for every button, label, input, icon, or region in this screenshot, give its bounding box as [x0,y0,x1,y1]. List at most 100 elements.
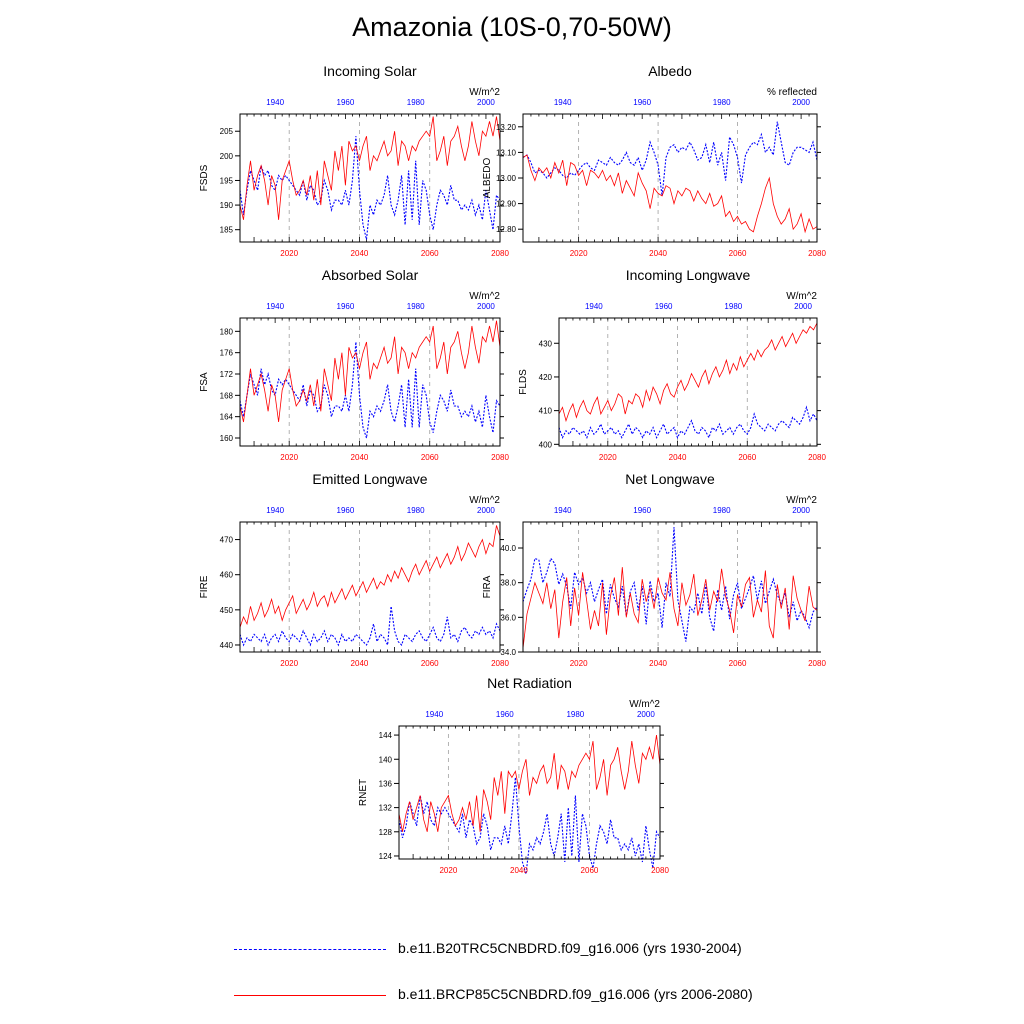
series-line-historical [239,136,501,240]
x-tick-label-top: 1980 [407,506,425,515]
y-tick-label: 36.0 [500,613,516,622]
x-tick-label-bottom: 2060 [421,659,439,668]
x-tick-label-top: 2000 [792,98,810,107]
x-tick-label-bottom: 2060 [729,659,747,668]
x-tick-label-top: 1980 [407,302,425,311]
y-tick-label: 460 [220,571,234,580]
y-tick-label: 400 [539,440,553,449]
y-axis-label: FIRE [199,575,210,598]
y-tick-label: 172 [220,370,234,379]
x-tick-label-top: 1980 [713,98,731,107]
chart-title: Net Longwave [625,471,715,487]
chart-title: Incoming Solar [323,63,417,79]
series-line-future [239,116,501,220]
y-tick-label: 190 [220,201,234,210]
y-tick-label: 164 [220,413,234,422]
plot-frame [239,521,501,653]
y-tick-label: 420 [539,373,553,382]
x-tick-label-top: 1980 [713,506,731,515]
x-tick-label-bottom: 2060 [738,453,756,462]
y-tick-label: 12.90 [496,200,517,209]
y-tick-label: 440 [220,641,234,650]
x-tick-label-bottom: 2040 [351,659,369,668]
chart-flds: Incoming Longwave W/m^2 400 410 420 430 FLDS 20… [518,267,826,462]
y-axis-label: FSDS [199,164,210,191]
y-tick-label: 132 [379,804,393,813]
plot-frame [522,113,818,243]
y-axis-label: FLDS [518,369,529,395]
x-tick-label-bottom: 2060 [421,453,439,462]
x-tick-label-top: 1980 [724,302,742,311]
x-tick-label-top: 1960 [337,302,355,311]
x-tick-label-bottom: 2060 [421,249,439,258]
x-tick-label-top: 2000 [637,710,655,719]
y-tick-label: 124 [379,852,393,861]
y-axis-label: FIRA [482,575,493,598]
units-label: W/m^2 [469,87,500,98]
y-tick-label: 168 [220,391,234,400]
series-line-future [522,154,818,234]
units-label: W/m^2 [469,291,500,302]
y-tick-label: 128 [379,828,393,837]
units-label: W/m^2 [629,699,660,710]
x-tick-label-top: 1940 [554,506,572,515]
y-tick-label: 205 [220,127,234,136]
y-tick-label: 450 [220,606,234,615]
x-tick-label-bottom: 2020 [570,659,588,668]
y-tick-label: 470 [220,536,234,545]
x-tick-label-top: 2000 [792,506,810,515]
x-tick-label-top: 1940 [266,302,284,311]
x-tick-label-bottom: 2080 [491,249,509,258]
series-line-historical [398,777,661,875]
x-tick-label-top: 1980 [407,98,425,107]
y-axis-label: RNET [358,779,369,806]
x-tick-label-top: 1960 [633,506,651,515]
y-tick-label: 180 [220,327,234,336]
series-line-historical [558,405,818,440]
x-tick-label-bottom: 2020 [280,453,298,462]
chart-fsa: Absorbed Solar W/m^2 160 164 168 172 176 180 FSA… [199,267,509,462]
x-tick-label-bottom: 2040 [351,453,369,462]
y-tick-label: 34.0 [500,648,516,657]
series-line-future [239,525,501,628]
x-tick-label-bottom: 2020 [280,249,298,258]
y-tick-label: 13.00 [496,174,517,183]
series-line-future [239,320,501,423]
x-tick-label-bottom: 2020 [599,453,617,462]
chart-title: Absorbed Solar [322,267,419,283]
x-tick-label-bottom: 2040 [510,866,528,875]
chart-rnet: Net Radiation W/m^2 124 128 132 136 140 144 RNET… [358,675,669,875]
figure-title: Amazonia (10S-0,70-50W) [352,12,672,42]
x-tick-label-bottom: 2080 [491,659,509,668]
x-tick-label-bottom: 2060 [729,249,747,258]
plot-frame [239,317,501,447]
chart-fire: Emitted Longwave W/m^2 440 450 460 470 FIRE 202… [199,471,509,668]
x-tick-label-bottom: 2040 [649,249,667,258]
x-tick-label-bottom: 2080 [651,866,669,875]
x-tick-label-bottom: 2080 [808,453,826,462]
y-axis-label: FSA [199,372,210,392]
x-tick-label-top: 1960 [496,710,514,719]
chart-albedo: Albedo % reflected 12.80 12.90 13.00 13.10 13.… [482,63,826,258]
x-tick-label-top: 2000 [477,98,495,107]
series-line-historical [239,606,501,647]
x-tick-label-top: 1940 [425,710,443,719]
y-tick-label: 200 [220,152,234,161]
x-tick-label-top: 1960 [337,506,355,515]
y-tick-label: 144 [379,731,393,740]
plot-frame [398,725,661,860]
y-tick-label: 195 [220,176,234,185]
x-tick-label-top: 2000 [477,506,495,515]
y-tick-label: 176 [220,349,234,358]
x-tick-label-bottom: 2060 [581,866,599,875]
chart-title: Incoming Longwave [626,267,751,283]
x-tick-label-top: 1960 [655,302,673,311]
plot-frame [558,317,818,447]
x-tick-label-top: 1940 [266,98,284,107]
y-tick-label: 410 [539,407,553,416]
x-tick-label-bottom: 2020 [280,659,298,668]
series-line-historical [522,121,818,196]
units-label: W/m^2 [786,291,817,302]
chart-title: Emitted Longwave [312,471,427,487]
